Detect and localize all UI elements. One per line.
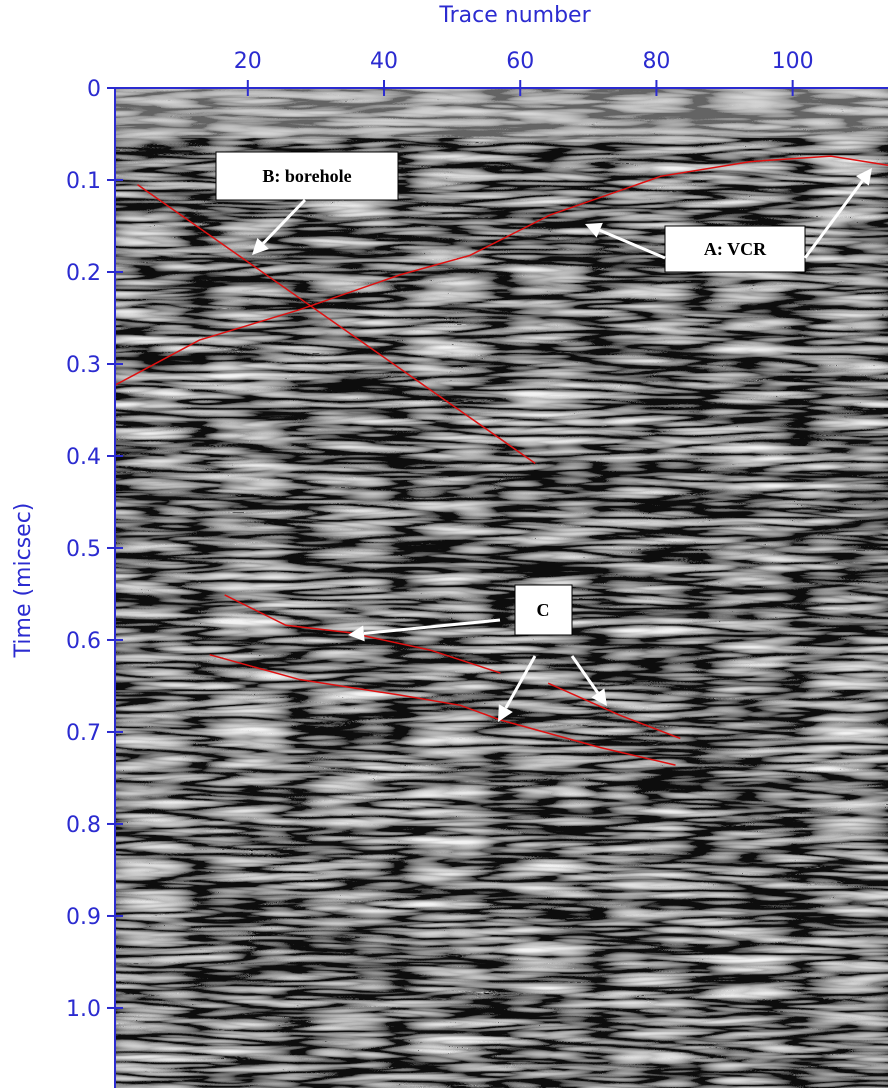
- x-tick-label: 100: [772, 49, 814, 74]
- x-tick-label: 20: [234, 49, 262, 74]
- y-tick-label: 0.1: [66, 169, 101, 194]
- y-tick-label: 0.9: [66, 905, 101, 930]
- y-tick-label: 0.3: [66, 353, 101, 378]
- annotation-box: [664, 225, 806, 273]
- arrow-head: [591, 688, 607, 706]
- y-tick-label: 1.0: [66, 997, 101, 1022]
- pick-line: [137, 183, 536, 464]
- x-tick-label: 80: [642, 49, 670, 74]
- annotation-c: C: [514, 584, 573, 636]
- annotation-text: C: [537, 600, 550, 620]
- plot-area: [115, 155, 888, 766]
- arrows: [252, 168, 872, 722]
- x-axis-label: Trace number: [438, 3, 591, 28]
- y-axis-label: Time (micsec): [11, 503, 36, 659]
- arrow-shaft: [570, 655, 600, 694]
- pick-line: [224, 594, 681, 740]
- arrow-shaft: [363, 618, 501, 635]
- arrow-head: [498, 704, 513, 722]
- y-tick-label: 0.5: [66, 537, 101, 562]
- arrow-shaft: [262, 198, 307, 245]
- arrow-shaft: [803, 179, 864, 259]
- annotation-text: A: VCR: [704, 239, 767, 259]
- axes: 20 40 60 80 100 0 0.1 0.2 0.3 0.4 0.5 0.6 0.7 0.8 0.9 1…: [66, 49, 888, 1088]
- pick-line: [209, 653, 676, 766]
- annotation-b: B: borehole: [215, 151, 399, 201]
- pick-line: [115, 155, 888, 386]
- y-tick-label: 0: [87, 77, 101, 102]
- annotation-box: [514, 584, 573, 636]
- arrow-shaft: [599, 228, 666, 260]
- y-tick-label: 0.6: [66, 629, 101, 654]
- arrow-shaft: [504, 655, 537, 709]
- arrow-head: [252, 237, 269, 255]
- y-tick-label: 0.7: [66, 721, 101, 746]
- x-tick-label: 40: [370, 49, 398, 74]
- y-tick-label: 0.2: [66, 261, 101, 286]
- y-tick-label: 0.4: [66, 445, 101, 470]
- arrow-head: [585, 222, 603, 238]
- annotation-box: [215, 151, 399, 201]
- annotation-text: B: borehole: [262, 166, 351, 186]
- surface-band: [115, 88, 888, 138]
- arrow-head: [856, 168, 872, 186]
- arrow-head: [348, 625, 365, 642]
- x-tick-label: 60: [506, 49, 534, 74]
- annotation-a: A: VCR: [664, 225, 806, 273]
- y-tick-label: 0.8: [66, 813, 101, 838]
